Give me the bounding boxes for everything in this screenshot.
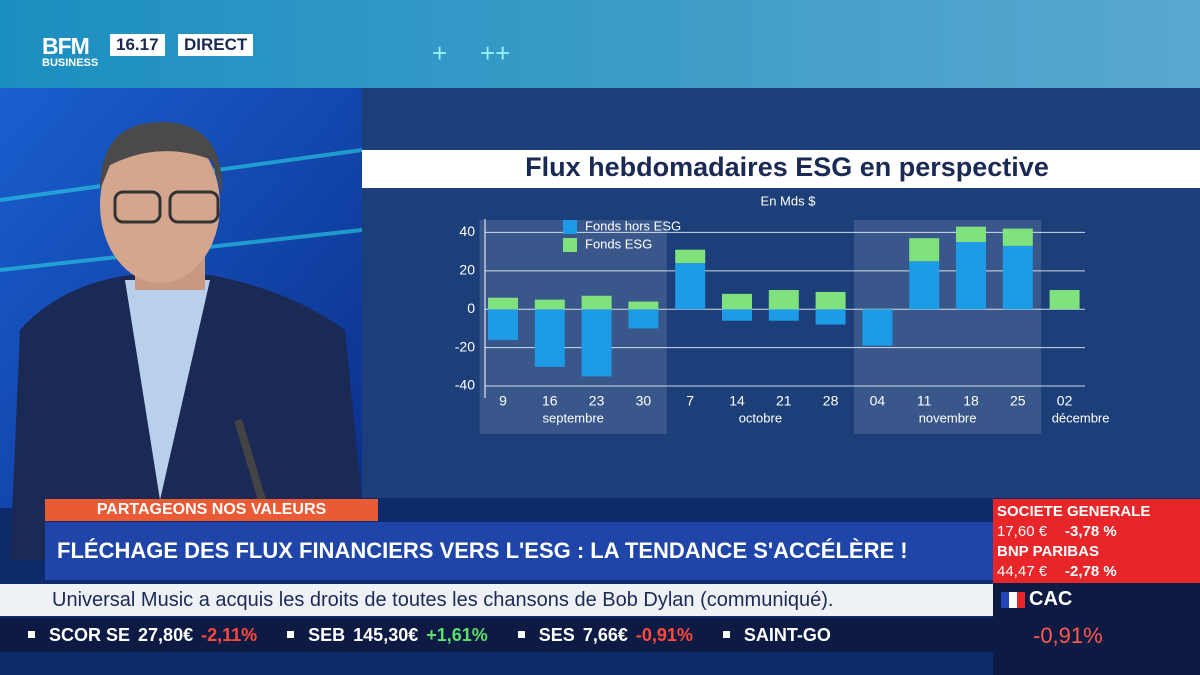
bar-segment: [768, 290, 799, 310]
bar-segment: [675, 249, 706, 264]
headline: FLÉCHAGE DES FLUX FINANCIERS VERS L'ESG …: [45, 522, 993, 580]
bar-segment: [628, 309, 659, 329]
y-tick-label: -20: [455, 338, 475, 354]
ticker-change: -2,11%: [201, 625, 258, 645]
ticker-item: SES 7,66€ -0,91%: [517, 618, 693, 652]
stock-name: BNP PARIBAS: [997, 543, 1099, 560]
x-tick-label: 28: [823, 393, 839, 409]
ticker-change: -0,91%: [635, 625, 693, 645]
program-tag: PARTAGEONS NOS VALEURS: [45, 499, 378, 521]
bar-segment: [488, 309, 518, 340]
x-tick-label: 16: [542, 393, 558, 409]
x-tick-label: 18: [963, 393, 979, 409]
bar-segment: [909, 261, 940, 310]
bar-segment: [815, 291, 846, 310]
x-tick-label: 21: [776, 393, 792, 409]
chart: Flux hebdomadaires ESG en perspective En…: [362, 150, 1200, 434]
month-label: septembre: [542, 410, 603, 425]
bar-segment: [956, 226, 986, 243]
market-panel: CAC -0,91% SOCIETE GENERALE 17,60 € -3,78 …: [993, 499, 1200, 675]
stock-name: SOCIETE GENERALE: [997, 503, 1151, 520]
index-change: -0,91%: [1033, 623, 1103, 648]
bar-segment: [534, 299, 565, 310]
month-label: novembre: [919, 410, 977, 425]
x-tick-label: 9: [499, 393, 507, 409]
y-tick-label: 40: [459, 223, 475, 239]
legend-swatch: [563, 220, 577, 234]
bar-segment: [1002, 245, 1033, 310]
bar-segment: [722, 309, 752, 321]
x-tick-label: 7: [686, 393, 694, 409]
x-tick-label: 30: [636, 393, 652, 409]
ticker-bullet: [517, 631, 525, 638]
ticker-name: SEB: [308, 625, 346, 645]
ticker-bullet: [28, 631, 35, 638]
legend-label: Fonds hors ESG: [585, 218, 681, 233]
clock: 16.17: [110, 34, 165, 56]
x-tick-label: 04: [870, 393, 886, 409]
legend-label: Fonds ESG: [585, 236, 652, 251]
bar-segment: [956, 242, 986, 310]
bar-segment: [534, 309, 565, 367]
svg-text:+: +: [432, 38, 447, 68]
bar-segment: [488, 297, 518, 310]
ticker-item: SEB 145,30€ +1,61%: [287, 618, 488, 652]
month-label: décembre: [1052, 410, 1110, 425]
news-ticker: Universal Music a acquis les droits de t…: [0, 584, 993, 616]
ticker-price: 7,66€: [582, 625, 628, 645]
stock-change: -2,78 %: [1065, 563, 1117, 580]
ticker-name: SCOR SE: [49, 625, 131, 645]
bar-segment: [581, 295, 612, 310]
header: BFM BUSINESS 16.17 DIRECT: [0, 0, 1200, 88]
logo-sub: BUSINESS: [42, 57, 99, 69]
bar-segment: [862, 309, 893, 346]
stock-price: 17,60 €: [997, 523, 1048, 540]
logo: BFM: [42, 33, 90, 59]
ticker-bullet: [722, 631, 730, 638]
bar-segment: [675, 263, 706, 310]
bar-segment: [1049, 290, 1080, 310]
x-tick-label: 25: [1010, 393, 1026, 409]
bar-segment: [815, 309, 846, 325]
y-tick-label: -40: [455, 377, 475, 393]
y-tick-label: 0: [467, 300, 475, 316]
bar-segment: [909, 238, 940, 262]
x-tick-label: 23: [589, 393, 605, 409]
chart-title: Flux hebdomadaires ESG en perspective: [525, 152, 1049, 182]
bar-segment: [768, 309, 799, 321]
ticker-item: SAINT-GO: [722, 618, 839, 652]
ticker-name: SES: [538, 625, 575, 645]
month-label: octobre: [739, 410, 782, 425]
bar-segment: [722, 293, 752, 310]
ticker-price: 27,80€: [138, 625, 194, 645]
bar-segment: [581, 309, 612, 377]
ticker-price: 145,30€: [353, 625, 419, 645]
bar-segment: [628, 301, 659, 310]
live-badge: DIRECT: [178, 34, 254, 56]
bar-segment: [1002, 228, 1033, 246]
svg-text:++: ++: [480, 38, 510, 68]
stock-price: 44,47 €: [997, 563, 1048, 580]
ticker-item: SCOR SE 27,80€ -2,11%: [28, 618, 257, 652]
ticker-bullet: [287, 631, 295, 638]
x-tick-label: 11: [917, 393, 932, 409]
index-name: CAC: [1029, 588, 1073, 610]
stock-change: -3,78 %: [1065, 523, 1117, 540]
stock-ticker: SCOR SE 27,80€ -2,11% SEB 145,30€ +1,61% SES 7,…: [0, 618, 993, 652]
legend-swatch: [563, 238, 577, 252]
unit-label: En Mds $: [761, 193, 817, 208]
y-tick-label: 20: [459, 262, 475, 278]
ticker-name: SAINT-GO: [743, 625, 831, 645]
ticker-change: +1,61%: [426, 625, 488, 645]
x-tick-label: 02: [1057, 393, 1073, 409]
x-tick-label: 14: [729, 393, 745, 409]
